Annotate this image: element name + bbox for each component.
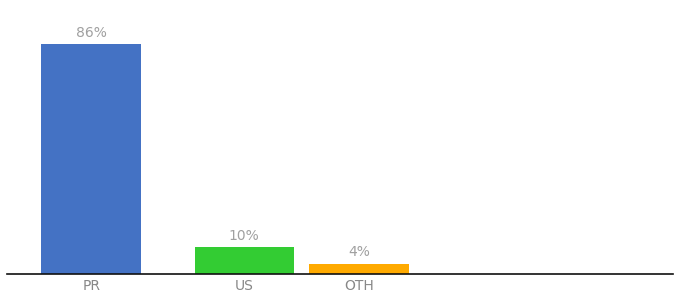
Text: 10%: 10% — [229, 230, 260, 244]
Bar — [194, 248, 294, 274]
Text: 86%: 86% — [75, 26, 107, 40]
Bar — [309, 263, 409, 274]
Bar — [41, 44, 141, 274]
Text: 4%: 4% — [348, 245, 370, 260]
